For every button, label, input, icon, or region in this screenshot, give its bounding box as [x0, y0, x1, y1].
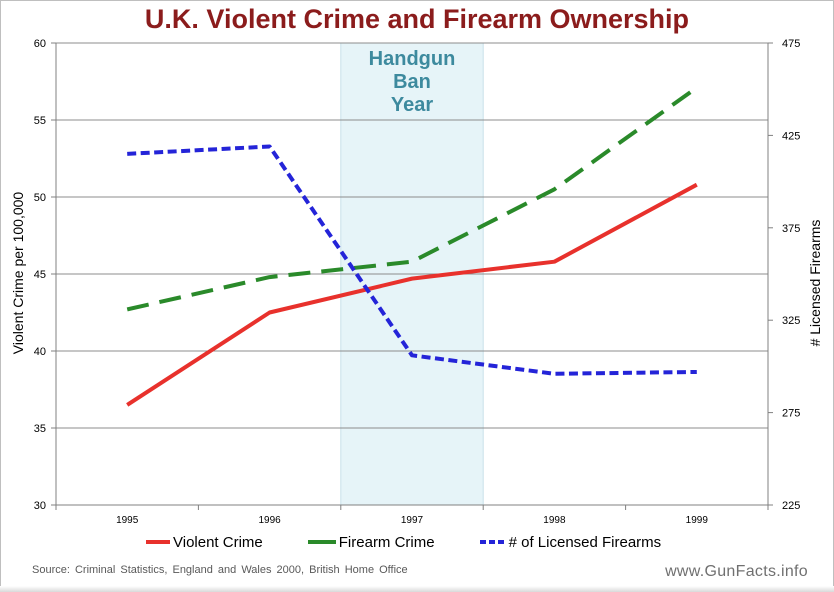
- shaded-region-label: Handgun Ban Year: [342, 48, 482, 117]
- y-right-tick-label: 425: [782, 130, 800, 142]
- y-left-tick-label: 35: [34, 423, 46, 435]
- series-line-firearm-crime: [126, 86, 698, 312]
- shaded-label-line: Year: [390, 94, 434, 116]
- x-tick-label: 1998: [543, 515, 566, 526]
- legend: Violent Crime Firearm Crime # of License…: [145, 532, 705, 552]
- x-tick-label: 1996: [258, 515, 281, 526]
- y-right-tick-label: 475: [782, 38, 800, 50]
- legend-item-licensed-firearms: # of Licensed Firearms: [479, 533, 662, 551]
- source-note: Source: Criminal Statistics, England and…: [32, 564, 408, 576]
- y-left-tick-label: 45: [34, 269, 46, 281]
- series-line-violent-crime: [126, 182, 698, 407]
- y-right-tick-label: 275: [782, 408, 800, 420]
- y-right-tick-label: 375: [782, 223, 800, 235]
- y-left-tick-label: 60: [34, 38, 46, 50]
- legend-label: Firearm Crime: [338, 533, 435, 551]
- y-right-tick-label: 225: [782, 500, 800, 512]
- legend-item-violent-crime: Violent Crime: [145, 534, 263, 551]
- legend-swatch-solid: [146, 540, 170, 544]
- y-axis-left-label: Violent Crime per 100,000: [10, 191, 26, 355]
- legend-swatch-dashed: [307, 540, 336, 544]
- legend-label: Violent Crime: [173, 533, 263, 551]
- x-tick-label: 1995: [116, 515, 139, 526]
- legend-label: # of Licensed Firearms: [508, 533, 662, 551]
- shaded-label-line: Handgun: [368, 48, 456, 70]
- legend-swatch-dotted: [479, 540, 506, 544]
- watermark: www.GunFacts.info: [665, 563, 808, 580]
- series-line-of-licensed-firearms: [127, 144, 697, 376]
- chart-title: U.K. Violent Crime and Firearm Ownership: [144, 4, 690, 34]
- y-right-tick-label: 325: [782, 315, 800, 327]
- y-left-tick-label: 50: [34, 192, 46, 204]
- y-left-tick-label: 30: [34, 500, 46, 512]
- x-tick-label: 1997: [401, 515, 424, 526]
- shaded-label-line: Ban: [393, 71, 431, 93]
- y-axis-right-label: # Licensed Firearms: [807, 219, 823, 347]
- x-tick-label: 1999: [686, 515, 709, 526]
- legend-item-firearm-crime: Firearm Crime: [307, 534, 435, 551]
- y-left-tick-label: 40: [34, 346, 46, 358]
- y-left-tick-label: 55: [34, 115, 46, 127]
- bottom-shadow: [0, 586, 834, 592]
